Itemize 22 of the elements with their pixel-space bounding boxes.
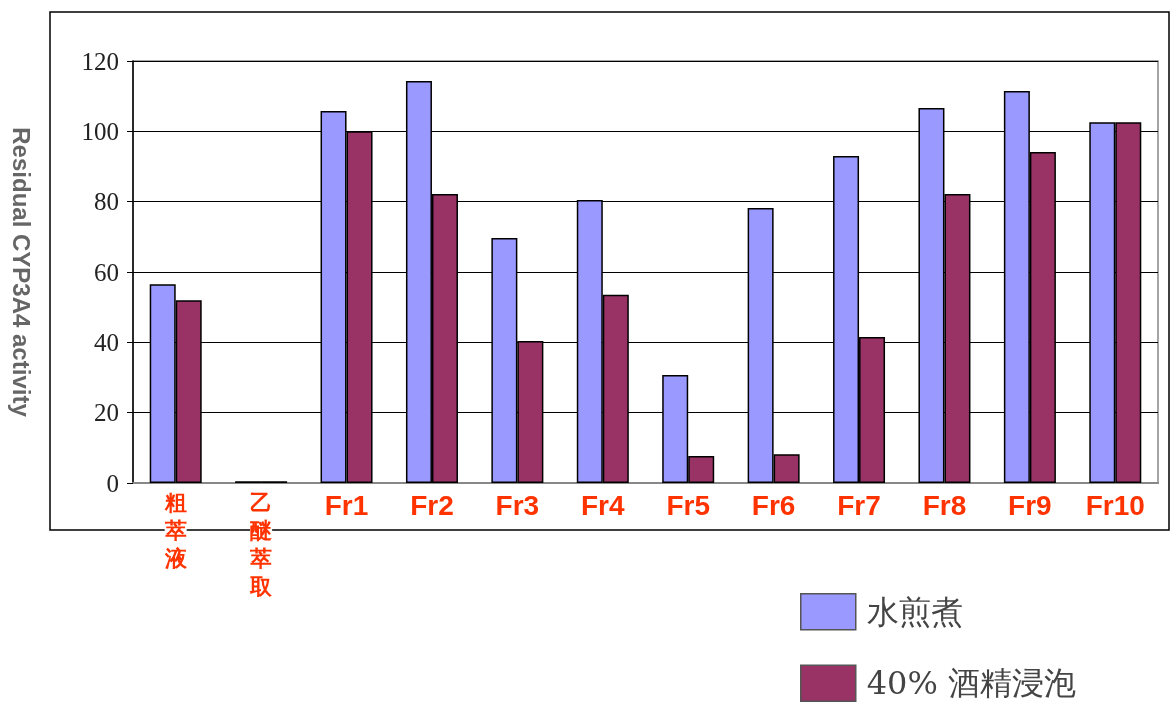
y-tick-label: 0 <box>106 469 119 497</box>
x-tick-label: Fr1 <box>324 489 369 521</box>
y-axis-title: Residual CYP3A4 activity <box>7 127 35 418</box>
legend-label: 水煎煮 <box>866 592 963 631</box>
y-tick-label: 60 <box>94 258 119 286</box>
y-tick-label: 120 <box>81 47 119 75</box>
x-tick-label: 乙醚萃取 <box>249 489 274 599</box>
x-tick-label: Fr4 <box>581 489 625 521</box>
y-tick-label: 80 <box>94 188 119 216</box>
y-tick-label: 40 <box>94 328 119 356</box>
legend-label: 40% 酒精浸泡 <box>866 664 1077 703</box>
x-tick-label: Fr7 <box>837 489 881 521</box>
x-tick-label: Fr3 <box>495 489 540 521</box>
x-tick-label: Fr5 <box>666 489 710 521</box>
x-tick-label: 粗萃液 <box>163 489 188 571</box>
y-tick-label: 20 <box>94 399 119 427</box>
y-tick-label: 100 <box>81 117 119 145</box>
x-tick-label: Fr6 <box>751 489 796 521</box>
x-tick-label: Fr2 <box>410 489 454 521</box>
x-tick-label: Fr8 <box>922 489 967 521</box>
x-tick-label: Fr9 <box>1008 489 1052 521</box>
x-tick-label: Fr10 <box>1085 489 1145 521</box>
